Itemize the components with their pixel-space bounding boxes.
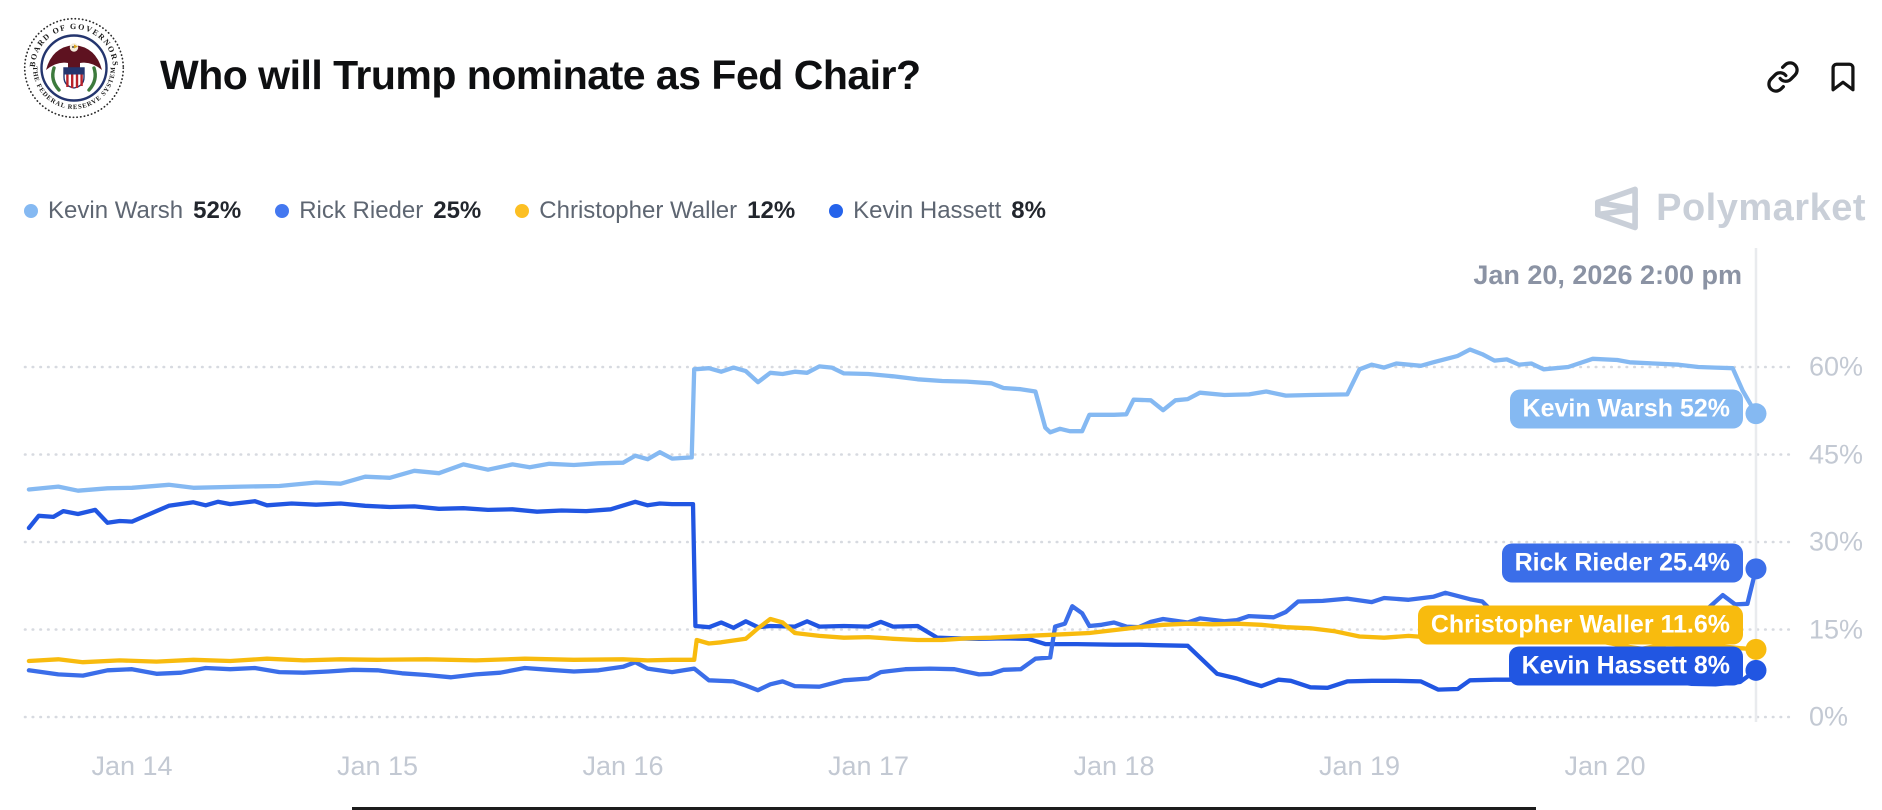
y-tick-label-30: 30% — [1809, 526, 1864, 557]
bookmark-icon[interactable] — [1826, 60, 1860, 94]
series-end-dot-kevin-hassett — [1745, 659, 1767, 681]
end-label-pill-kevin-warsh: Kevin Warsh 52% — [1509, 389, 1743, 429]
crosshair-timestamp: Jan 20, 2026 2:00 pm — [1473, 260, 1742, 290]
polymarket-watermark: Polymarket — [1590, 184, 1866, 232]
series-end-dot-kevin-warsh — [1745, 403, 1767, 425]
header-actions — [1766, 60, 1860, 94]
header: BOARD OF GOVERNORS THE FEDERAL RESERVE S… — [0, 0, 1882, 150]
legend-item-kevin-warsh: Kevin Warsh 52% — [24, 197, 241, 225]
legend-dot — [275, 204, 290, 218]
legend-name: Kevin Hassett — [853, 197, 1002, 224]
y-tick-label-0: 0% — [1809, 701, 1849, 732]
polymarket-wordmark: Polymarket — [1656, 186, 1866, 229]
end-label-pill-rick-rieder: Rick Rieder 25.4% — [1501, 543, 1743, 583]
x-tick-label-jan-20: Jan 20 — [1564, 751, 1646, 781]
legend-item-kevin-hassett: Kevin Hassett 8% — [829, 197, 1046, 225]
end-label-pill-kevin-hassett: Kevin Hassett 8% — [1508, 646, 1743, 686]
legend-value: 52% — [193, 197, 242, 224]
legend-dot — [24, 204, 38, 218]
x-tick-label-jan-18: Jan 18 — [1073, 751, 1155, 781]
legend-name: Christopher Waller — [539, 197, 738, 224]
federal-reserve-seal-logo: BOARD OF GOVERNORS THE FEDERAL RESERVE S… — [23, 17, 125, 119]
legend-name: Kevin Warsh — [48, 197, 184, 224]
y-tick-label-60: 60% — [1809, 351, 1864, 382]
y-tick-label-15: 15% — [1809, 614, 1864, 644]
copy-link-icon[interactable] — [1766, 60, 1800, 94]
series-line-kevin-hassett — [26, 499, 1759, 692]
legend-name: Rick Rieder — [299, 197, 424, 224]
x-tick-label-jan-16: Jan 16 — [582, 751, 664, 781]
legend-dot — [829, 204, 844, 218]
polymarket-logo-icon — [1595, 186, 1638, 231]
legend-dot — [515, 204, 530, 218]
legend-value: 12% — [747, 197, 796, 224]
x-tick-label-jan-19: Jan 19 — [1318, 751, 1401, 781]
series-end-dot-christopher-waller — [1745, 638, 1767, 660]
x-tick-label-jan-14: Jan 14 — [91, 751, 173, 781]
x-tick-label-jan-15: Jan 15 — [336, 751, 419, 781]
bottom-border — [352, 807, 1536, 810]
page-title: Who will Trump nominate as Fed Chair? — [160, 52, 921, 98]
end-label-pill-christopher-waller: Christopher Waller 11.6% — [1417, 605, 1743, 645]
series-line-kevin-warsh — [26, 347, 1759, 493]
legend-item-rick-rieder: Rick Rieder 25% — [275, 197, 481, 225]
legend: Kevin Warsh 52% Rick Rieder 25% Christopher … — [24, 197, 1046, 225]
series-end-dot-rick-rieder — [1745, 558, 1767, 580]
legend-item-christopher-waller: Christopher Waller 12% — [515, 197, 795, 225]
legend-value: 8% — [1011, 197, 1046, 224]
legend-value: 25% — [433, 197, 482, 224]
x-tick-label-jan-17: Jan 17 — [827, 751, 910, 781]
series-line-rick-rieder — [26, 566, 1759, 693]
y-tick-label-45: 45% — [1809, 439, 1864, 469]
